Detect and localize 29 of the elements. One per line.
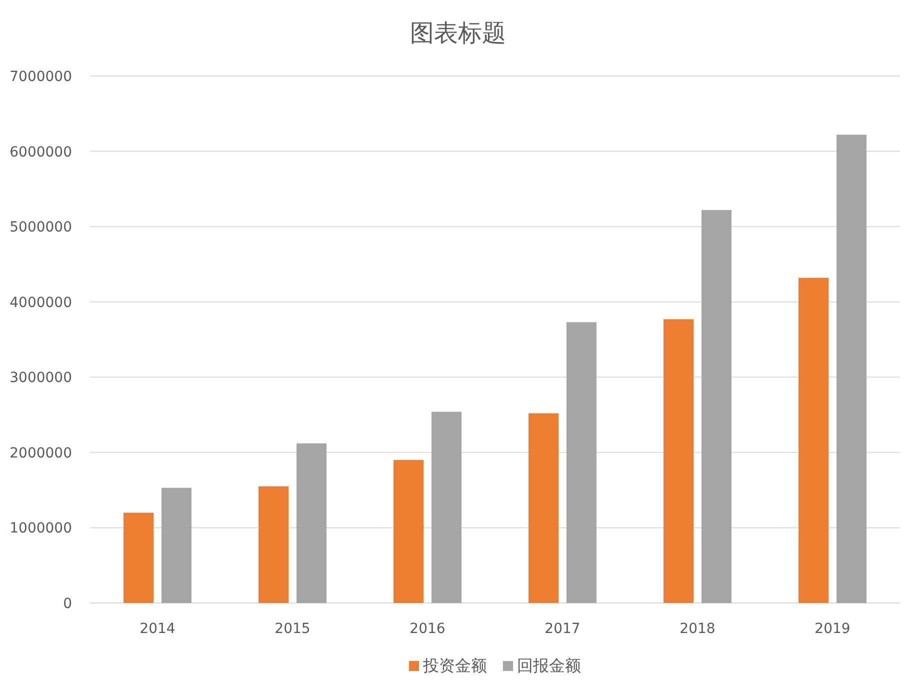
bar [162,488,192,603]
x-tick-label: 2019 [814,621,850,637]
bar [432,412,462,603]
bar [258,486,288,603]
y-tick-label: 2000000 [10,445,72,462]
x-tick-label: 2018 [680,621,716,637]
bar [296,443,326,603]
bar [394,460,424,603]
y-tick-label: 4000000 [10,294,72,311]
bar [798,278,828,603]
bar [566,322,596,603]
y-tick-label: 7000000 [10,69,72,85]
x-tick-label: 2017 [544,621,580,637]
y-tick-label: 6000000 [10,144,72,160]
chart-title: 图表标题 [410,19,506,47]
bar [124,512,154,603]
y-tick-label: 3000000 [10,370,72,386]
bar [664,319,694,603]
x-tick-label: 2014 [140,621,176,637]
y-tick-label: 0 [63,596,72,612]
x-tick-label: 2016 [410,621,446,637]
bar [528,413,558,603]
bar [702,210,732,603]
legend-label: 回报金额 [517,656,581,675]
y-tick-label: 5000000 [10,220,72,236]
x-tick-label: 2015 [274,621,310,637]
bar [836,134,866,603]
y-tick-label: 1000000 [10,520,72,537]
legend-label: 投资金额 [422,656,487,675]
